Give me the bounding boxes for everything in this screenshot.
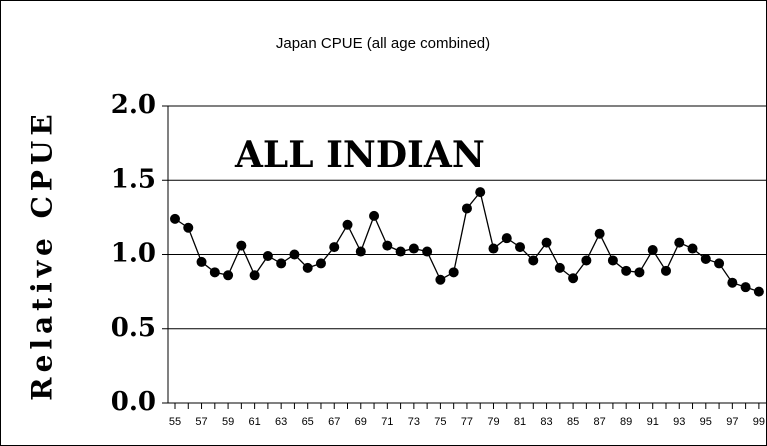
data-point <box>329 242 340 253</box>
x-tick-label: 89 <box>620 416 632 428</box>
x-tick-label: 87 <box>594 416 606 428</box>
data-point <box>302 262 313 273</box>
data-point <box>714 258 725 269</box>
data-point <box>687 243 698 254</box>
y-tick-label: 1.0 <box>111 239 156 269</box>
x-tick-label: 97 <box>726 416 738 428</box>
data-point <box>170 213 180 224</box>
data-point <box>196 256 207 267</box>
data-point <box>660 265 671 276</box>
data-point <box>568 273 579 284</box>
data-point <box>488 243 499 254</box>
x-tick-label: 67 <box>328 416 340 428</box>
x-tick-label: 99 <box>753 416 765 428</box>
x-tick-label: 95 <box>700 416 712 428</box>
x-tick-label: 77 <box>461 416 473 428</box>
y-tick-label: 0.5 <box>111 313 156 343</box>
x-tick-label: 83 <box>540 416 552 428</box>
data-point <box>422 246 433 257</box>
data-point <box>408 243 419 254</box>
data-point <box>276 258 287 269</box>
data-point <box>753 286 764 297</box>
x-tick-label: 71 <box>381 416 393 428</box>
data-point <box>515 242 526 253</box>
data-point <box>634 267 645 278</box>
data-point <box>236 240 247 251</box>
data-point <box>355 246 366 257</box>
x-tick-label: 65 <box>302 416 314 428</box>
data-point <box>501 233 512 244</box>
y-axis-label: Relative CPUE <box>26 109 59 400</box>
data-point <box>727 277 738 288</box>
data-point <box>740 282 751 293</box>
x-tick-label: 91 <box>647 416 659 428</box>
x-tick-label: 69 <box>355 416 367 428</box>
data-point <box>448 267 459 278</box>
data-point <box>382 240 393 251</box>
x-tick-label: 73 <box>408 416 420 428</box>
data-point <box>541 237 552 248</box>
data-point <box>607 255 618 266</box>
data-point <box>475 187 486 198</box>
x-tick-label: 81 <box>514 416 526 428</box>
data-point <box>621 265 632 276</box>
x-tick-label: 75 <box>434 416 446 428</box>
data-point <box>249 270 260 281</box>
data-point <box>315 258 326 269</box>
x-tick-label: 55 <box>169 416 181 428</box>
data-point <box>700 253 711 264</box>
y-tick-label: 1.5 <box>111 164 156 194</box>
data-point <box>528 255 539 266</box>
data-point <box>461 203 472 214</box>
data-point <box>581 255 592 266</box>
y-tick-label: 0.0 <box>111 387 156 417</box>
data-point <box>342 219 353 230</box>
data-point <box>223 270 234 281</box>
data-point <box>435 274 446 285</box>
data-point <box>554 262 565 273</box>
annotation: ALL INDIAN <box>234 134 485 176</box>
y-tick-label: 2.0 <box>111 90 156 120</box>
data-point <box>647 245 658 256</box>
x-tick-label: 57 <box>195 416 207 428</box>
x-tick-label: 79 <box>487 416 499 428</box>
data-point <box>289 249 300 260</box>
data-point <box>674 237 685 248</box>
x-tick-label: 63 <box>275 416 287 428</box>
data-point <box>209 267 220 278</box>
x-tick-label: 59 <box>222 416 234 428</box>
data-point <box>262 250 273 261</box>
data-point <box>369 210 380 221</box>
x-tick-label: 93 <box>673 416 685 428</box>
chart-title: Japan CPUE (all age combined) <box>276 35 490 52</box>
data-point <box>594 228 605 239</box>
data-point <box>395 246 406 257</box>
x-tick-label: 61 <box>248 416 260 428</box>
x-tick-label: 85 <box>567 416 579 428</box>
data-point <box>183 222 194 233</box>
